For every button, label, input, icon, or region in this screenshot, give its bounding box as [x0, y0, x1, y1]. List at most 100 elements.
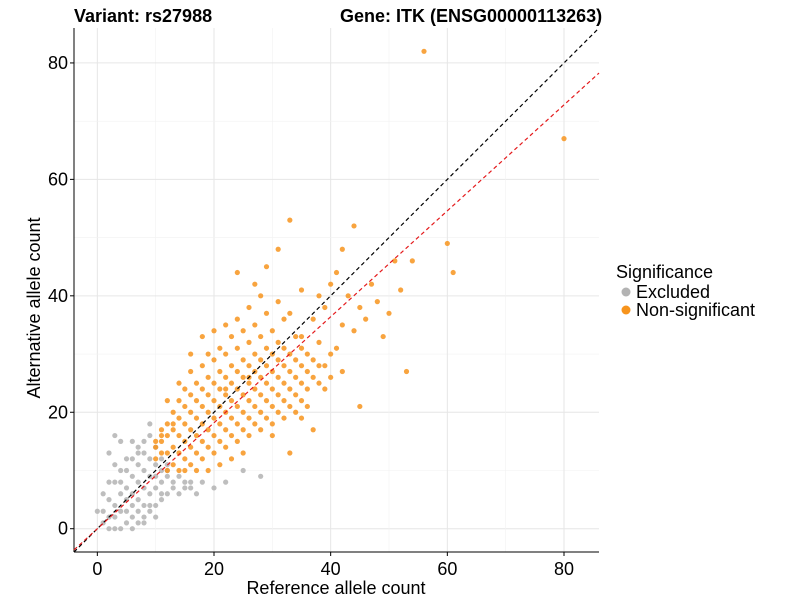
point-excluded — [100, 508, 106, 514]
point-non-significant — [199, 403, 205, 410]
point-non-significant — [234, 403, 240, 410]
point-non-significant — [269, 421, 275, 427]
point-excluded — [147, 456, 153, 462]
point-non-significant — [258, 333, 264, 340]
point-non-significant — [328, 281, 334, 287]
point-excluded — [153, 514, 159, 520]
point-non-significant — [176, 467, 182, 474]
point-non-significant — [240, 374, 246, 380]
point-excluded — [158, 497, 165, 503]
point-excluded — [147, 491, 153, 497]
point-non-significant — [176, 432, 182, 439]
titles: Variant: rs27988 Gene: ITK (ENSG00000113… — [24, 6, 602, 598]
point-non-significant — [398, 287, 404, 293]
point-excluded — [141, 520, 147, 526]
point-non-significant — [176, 398, 182, 404]
point-non-significant — [199, 456, 205, 462]
point-non-significant — [164, 398, 170, 404]
point-non-significant — [188, 368, 194, 375]
point-excluded — [100, 491, 106, 497]
grid-lines — [74, 28, 599, 552]
point-non-significant — [281, 316, 287, 322]
point-excluded — [141, 450, 147, 456]
point-excluded — [135, 444, 141, 450]
point-excluded — [123, 520, 130, 526]
point-non-significant — [293, 409, 299, 415]
point-non-significant — [153, 456, 159, 462]
point-excluded — [223, 479, 229, 485]
y-tick-label: 0 — [58, 519, 68, 539]
point-non-significant — [298, 287, 305, 293]
point-non-significant — [252, 281, 258, 287]
point-non-significant — [293, 357, 299, 363]
point-non-significant — [281, 415, 287, 421]
point-non-significant — [205, 392, 211, 398]
y-tick-label: 60 — [48, 169, 68, 189]
point-non-significant — [228, 363, 235, 369]
y-axis-title: Alternative allele count — [24, 217, 44, 398]
point-non-significant — [205, 444, 211, 450]
point-non-significant — [269, 403, 275, 410]
point-non-significant — [228, 456, 235, 462]
point-non-significant — [164, 450, 170, 456]
point-non-significant — [170, 462, 176, 468]
point-non-significant — [176, 380, 182, 386]
point-non-significant — [351, 223, 357, 229]
point-non-significant — [450, 269, 456, 276]
point-excluded — [164, 473, 170, 479]
point-non-significant — [246, 339, 252, 345]
point-non-significant — [316, 339, 322, 345]
point-excluded — [118, 467, 124, 474]
chart-title-left: Variant: rs27988 — [74, 6, 212, 26]
point-excluded — [240, 467, 246, 474]
point-non-significant — [188, 392, 194, 398]
point-non-significant — [170, 421, 176, 427]
point-non-significant — [310, 316, 316, 322]
point-non-significant — [228, 415, 235, 421]
point-non-significant — [170, 427, 176, 433]
point-non-significant — [234, 368, 240, 375]
point-non-significant — [246, 304, 252, 311]
x-axis-title: Reference allele count — [246, 578, 425, 598]
point-excluded — [106, 526, 112, 532]
point-excluded — [129, 438, 135, 444]
point-excluded — [158, 456, 165, 462]
point-non-significant — [298, 398, 305, 404]
point-non-significant — [275, 409, 281, 415]
point-non-significant — [182, 386, 188, 392]
point-excluded — [170, 485, 176, 491]
point-excluded — [135, 497, 141, 503]
point-non-significant — [217, 386, 223, 392]
point-non-significant — [287, 217, 293, 223]
point-non-significant — [211, 432, 217, 439]
point-non-significant — [258, 357, 264, 363]
point-non-significant — [287, 450, 293, 456]
point-non-significant — [246, 432, 252, 439]
point-excluded — [153, 485, 159, 491]
point-non-significant — [252, 421, 258, 427]
y-tick-label: 40 — [48, 286, 68, 306]
point-non-significant — [269, 328, 275, 334]
point-non-significant — [164, 467, 170, 474]
point-non-significant — [188, 427, 194, 433]
reference-lines — [73, 27, 600, 553]
point-non-significant — [217, 368, 223, 375]
point-non-significant — [176, 415, 182, 421]
point-non-significant — [182, 456, 188, 462]
point-excluded — [106, 450, 112, 456]
point-non-significant — [164, 421, 170, 427]
point-non-significant — [199, 386, 205, 392]
point-non-significant — [252, 351, 258, 357]
point-non-significant — [234, 438, 240, 444]
point-excluded — [118, 508, 124, 514]
point-non-significant — [357, 304, 363, 311]
point-non-significant — [188, 409, 194, 415]
point-non-significant — [322, 304, 328, 311]
point-non-significant — [281, 398, 287, 404]
point-non-significant — [223, 392, 229, 398]
point-non-significant — [275, 374, 281, 380]
point-excluded — [112, 462, 118, 468]
point-non-significant — [205, 409, 211, 415]
point-excluded — [153, 462, 159, 468]
